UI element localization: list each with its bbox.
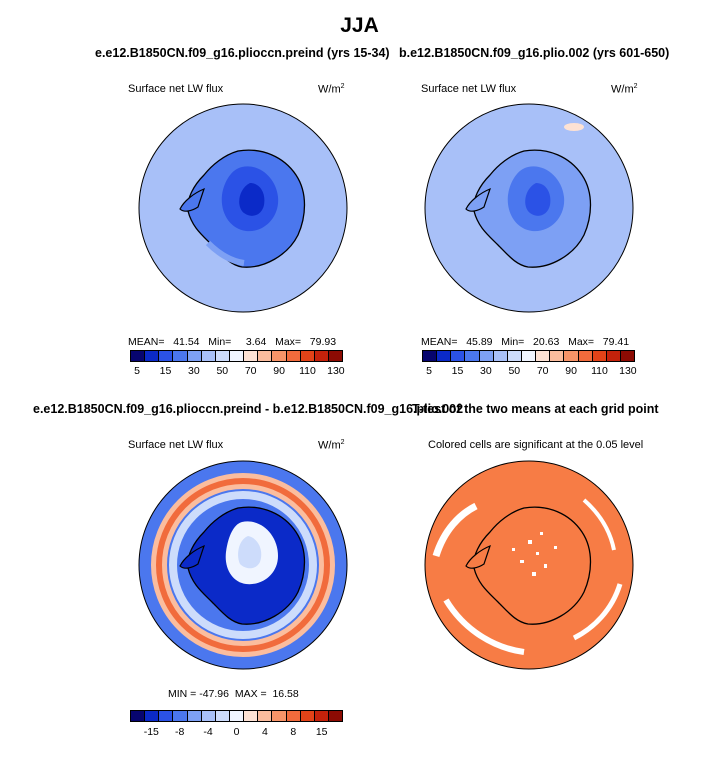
colorbar-swatch <box>215 351 230 361</box>
panel1-colorbar <box>130 350 343 362</box>
colorbar-swatch <box>521 351 537 361</box>
colorbar-swatch <box>465 351 480 361</box>
colorbar-tick-label: 50 <box>508 365 521 377</box>
panel3-colorbar-ticks: -15 -8 -4 0 4 8 15 <box>130 726 343 740</box>
colorbar-swatch <box>187 711 202 721</box>
panel4-subtitle: Colored cells are significant at the 0.0… <box>428 439 644 451</box>
panel2-map <box>424 103 634 313</box>
colorbar-swatch <box>145 351 160 361</box>
colorbar-tick-label: 70 <box>536 365 549 377</box>
colorbar-swatch <box>272 351 287 361</box>
colorbar-tick-label: 15 <box>451 365 464 377</box>
panel2-title: b.e12.B1850CN.f09_g16.plio.002 (yrs 601-… <box>399 46 670 60</box>
colorbar-tick-label: 110 <box>299 365 316 377</box>
colorbar-swatch <box>272 711 287 721</box>
panel3-colorbar <box>130 710 343 722</box>
panel1-stats: MEAN= 41.54 Min= 3.64 Max= 79.93 <box>128 336 337 348</box>
panel2-stats: MEAN= 45.89 Min= 20.63 Max= 79.41 <box>421 336 630 348</box>
colorbar-tick-label: 90 <box>565 365 577 377</box>
colorbar-tick-label: 110 <box>591 365 608 377</box>
colorbar-swatch <box>437 351 452 361</box>
colorbar-swatch <box>244 351 259 361</box>
colorbar-swatch <box>159 711 174 721</box>
colorbar-tick-label: 30 <box>188 365 200 377</box>
colorbar-swatch <box>145 711 160 721</box>
colorbar-tick-label: 15 <box>315 726 328 738</box>
panel2-colorbar <box>422 350 635 362</box>
colorbar-tick-label: 70 <box>244 365 257 377</box>
colorbar-tick-label: -15 <box>143 726 159 738</box>
panel1-title: e.e12.B1850CN.f09_g16.plioccn.preind (yr… <box>95 46 390 60</box>
colorbar-tick-label: 30 <box>480 365 492 377</box>
panel4-title: T-test of the two means at each grid poi… <box>412 402 659 416</box>
colorbar-tick-label: 50 <box>216 365 229 377</box>
colorbar-swatch <box>286 711 301 721</box>
panel4-map <box>424 460 634 670</box>
colorbar-swatch <box>536 351 551 361</box>
colorbar-swatch <box>201 711 216 721</box>
panel3-stats: MIN = -47.96 MAX = 16.58 <box>168 688 299 700</box>
colorbar-swatch <box>451 351 466 361</box>
colorbar-swatch <box>258 711 273 721</box>
colorbar-swatch <box>620 351 635 361</box>
colorbar-tick-label: 90 <box>273 365 285 377</box>
colorbar-swatch <box>229 351 245 361</box>
panel1-map <box>138 103 348 313</box>
colorbar-swatch <box>131 351 146 361</box>
colorbar-swatch <box>314 711 329 721</box>
colorbar-tick-label: 130 <box>327 365 345 377</box>
colorbar-swatch <box>131 711 146 721</box>
colorbar-swatch <box>258 351 273 361</box>
colorbar-tick-label: 0 <box>233 726 240 738</box>
colorbar-tick-label: 130 <box>619 365 637 377</box>
colorbar-swatch <box>300 351 315 361</box>
colorbar-swatch <box>215 711 230 721</box>
colorbar-swatch <box>592 351 607 361</box>
colorbar-swatch <box>578 351 593 361</box>
panel2-colorbar-ticks: 5 15 30 50 70 90 110 130 <box>422 365 637 379</box>
colorbar-swatch <box>479 351 494 361</box>
colorbar-swatch <box>286 351 301 361</box>
colorbar-swatch <box>564 351 579 361</box>
panel3-units: W/m2 <box>318 439 345 452</box>
colorbar-swatch <box>606 351 621 361</box>
panel3-map <box>138 460 348 670</box>
colorbar-tick-label: 5 <box>134 365 141 377</box>
colorbar-swatch <box>314 351 329 361</box>
colorbar-swatch <box>423 351 438 361</box>
colorbar-swatch <box>300 711 315 721</box>
colorbar-tick-label: 8 <box>290 726 297 738</box>
panel1-colorbar-ticks: 5 15 30 50 70 90 110 130 <box>130 365 345 379</box>
colorbar-tick-label: 4 <box>261 726 268 738</box>
colorbar-swatch <box>328 351 343 361</box>
colorbar-tick-label: 5 <box>426 365 433 377</box>
colorbar-tick-label: -4 <box>203 726 213 738</box>
colorbar-swatch <box>550 351 565 361</box>
colorbar-swatch <box>173 711 188 721</box>
panel2-field-label: Surface net LW flux <box>421 83 517 95</box>
figure-title: JJA <box>340 14 379 37</box>
colorbar-swatch <box>507 351 522 361</box>
panel1-units: W/m2 <box>318 83 345 96</box>
panel2-units: W/m2 <box>611 83 638 96</box>
colorbar-tick-label: 15 <box>159 365 172 377</box>
colorbar-swatch <box>493 351 508 361</box>
colorbar-swatch <box>328 711 343 721</box>
colorbar-swatch <box>229 711 245 721</box>
panel3-title: e.e12.B1850CN.f09_g16.plioccn.preind - b… <box>33 402 464 416</box>
colorbar-swatch <box>187 351 202 361</box>
colorbar-tick-label: -8 <box>175 726 185 738</box>
panel3-field-label: Surface net LW flux <box>128 439 224 451</box>
colorbar-swatch <box>159 351 174 361</box>
panel1-field-label: Surface net LW flux <box>128 83 224 95</box>
colorbar-swatch <box>173 351 188 361</box>
colorbar-swatch <box>244 711 259 721</box>
colorbar-swatch <box>201 351 216 361</box>
